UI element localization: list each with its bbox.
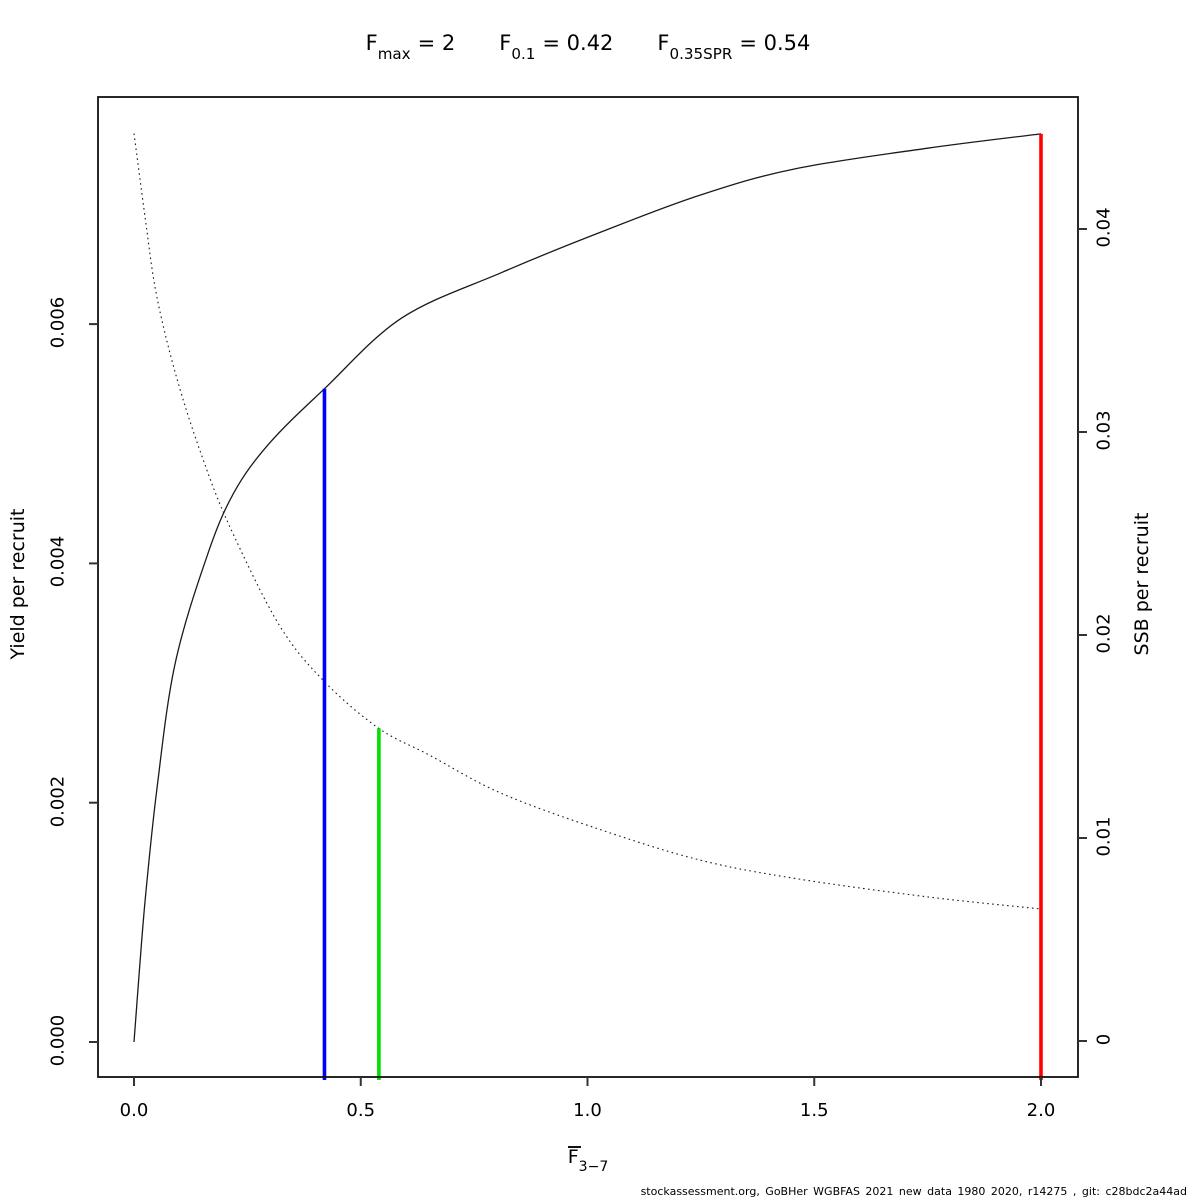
y-right-tick-label: 0.02: [1093, 613, 1115, 654]
ssb-curve: [133, 133, 1042, 910]
x-axis-label: F3−7: [567, 1146, 609, 1176]
yield-curve: [133, 133, 1042, 1043]
y-left-tick-label: 0.002: [47, 775, 69, 827]
x-tick-label: 1.5: [799, 1100, 829, 1121]
x-tick-label: 0.5: [346, 1100, 376, 1121]
x-tick-label: 0.0: [119, 1100, 149, 1121]
y-left-tick-label: 0.004: [47, 536, 69, 588]
y-axis-label-right: SSB per recruit: [1131, 512, 1153, 656]
y-right-tick-label: 0: [1093, 1033, 1115, 1046]
attribution-text: stockassessment.org, GoBHer WGBFAS 2021 …: [640, 1185, 1187, 1198]
y-left-tick-label: 0.000: [47, 1014, 69, 1067]
y-right-tick-label: 0.03: [1093, 410, 1115, 451]
title-f035spr: F0.35SPR = 0.54: [657, 31, 811, 64]
fbar-symbol: F: [567, 1146, 581, 1168]
x-tick-label: 1.0: [573, 1100, 602, 1121]
y-right-tick-label: 0.01: [1093, 816, 1115, 857]
chart-title: Fmax = 2 F0.1 = 0.42 F0.35SPR = 0.54: [98, 31, 1078, 64]
y-right-tick-label: 0.04: [1093, 207, 1115, 248]
y-left-tick-label: 0.006: [47, 296, 69, 349]
y-axis-label-left: Yield per recruit: [7, 508, 29, 660]
x-tick-label: 2.0: [1026, 1100, 1056, 1121]
plot-border: [97, 96, 1079, 1078]
title-f01: F0.1 = 0.42: [499, 31, 614, 64]
title-fmax: Fmax = 2: [365, 31, 456, 64]
